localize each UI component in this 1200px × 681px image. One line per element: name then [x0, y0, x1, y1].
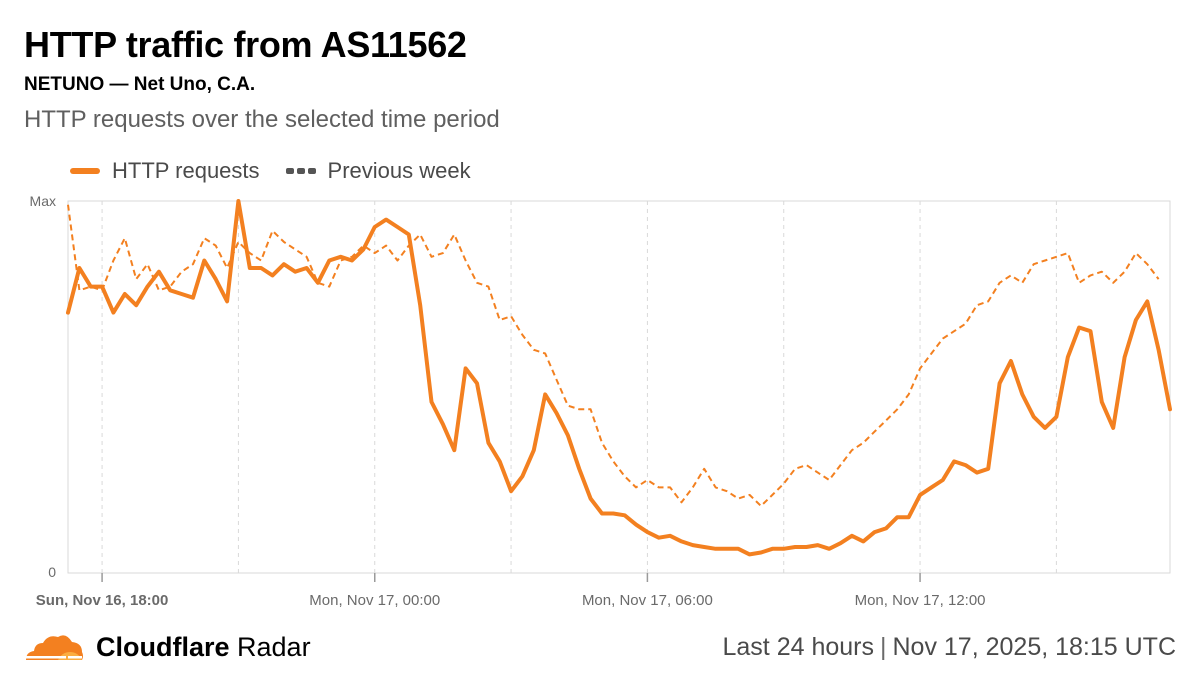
- cloudflare-radar-logo: Cloudflare Radar: [22, 630, 311, 664]
- cloudflare-cloud-icon: [26, 635, 83, 660]
- chart-title: HTTP traffic from AS11562: [24, 24, 467, 65]
- x-tick-label-2: Mon, Nov 17, 06:00: [582, 592, 713, 609]
- legend-label-previous-week: Previous week: [327, 158, 471, 183]
- legend-item-http-requests[interactable]: HTTP requests: [70, 158, 260, 184]
- y-tick-label-zero: 0: [48, 564, 56, 580]
- series-line-previous-week: [67, 204, 1160, 507]
- legend-item-previous-week[interactable]: Previous week: [285, 158, 471, 184]
- x-tick-label-0: Sun, Nov 16, 18:00: [36, 592, 169, 609]
- time-range-label: Last 24 hours: [722, 633, 875, 661]
- time-range-info: Last 24 hours | Nov 17, 2025, 18:15 UTC: [723, 633, 1177, 662]
- timestamp-label: Nov 17, 2025, 18:15 UTC: [892, 633, 1177, 661]
- x-tick-label-3: Mon, Nov 17, 12:00: [855, 592, 986, 609]
- chart-description: HTTP requests over the selected time per…: [24, 106, 500, 133]
- chart-legend: HTTP requests Previous week: [70, 158, 497, 184]
- x-tick-label-1: Mon, Nov 17, 00:00: [309, 592, 440, 609]
- asn-subtitle: NETUNO — Net Uno, C.A.: [24, 74, 256, 95]
- solid-line-swatch-icon: [70, 168, 100, 174]
- brand-product: Radar: [237, 631, 311, 662]
- legend-label-http-requests: HTTP requests: [112, 158, 260, 183]
- dashed-line-swatch-icon: [285, 168, 316, 174]
- series-line-http-requests: [66, 199, 1172, 557]
- brand-name: Cloudflare: [96, 631, 230, 662]
- plot-frame: [67, 200, 1171, 574]
- footer-separator: |: [880, 633, 887, 661]
- y-tick-label-max: Max: [30, 193, 56, 209]
